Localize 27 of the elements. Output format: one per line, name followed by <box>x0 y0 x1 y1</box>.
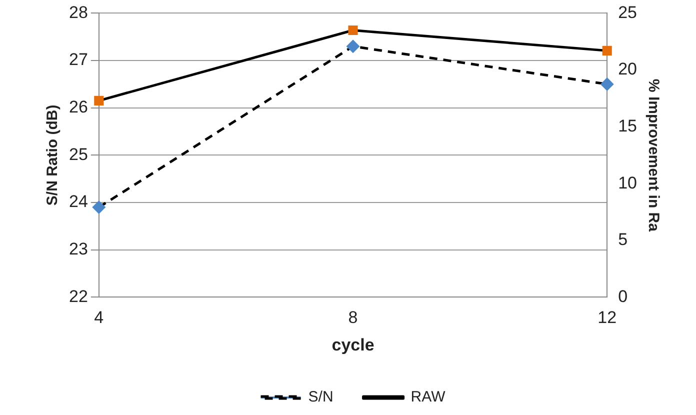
y-tick-label: 24 <box>68 192 88 212</box>
legend-label: RAW <box>410 388 446 406</box>
x-tick-label: 4 <box>94 308 104 328</box>
y-axis-title: S/N Ratio (dB) <box>44 104 62 206</box>
x-tick-label: 8 <box>348 308 358 328</box>
y-tick-label: 23 <box>68 240 88 259</box>
point <box>92 201 106 214</box>
point <box>600 78 614 90</box>
y2-tick-label: 25 <box>618 2 638 22</box>
x-tick-label: 12 <box>598 308 617 328</box>
point <box>346 40 360 53</box>
y-tick-label: 26 <box>68 98 88 117</box>
point <box>348 25 358 36</box>
y2-tick-label: 15 <box>618 116 638 136</box>
legend-label: S/N <box>308 388 334 406</box>
point <box>602 46 612 56</box>
y2-tick-label: 10 <box>618 173 638 192</box>
y2-tick-label: 5 <box>618 230 628 250</box>
x-axis-title: cycle <box>332 335 374 354</box>
y-tick-label: 22 <box>68 286 88 306</box>
y-tick-label: 25 <box>68 144 88 164</box>
y2-tick-label: 20 <box>618 60 638 79</box>
y2-axis-title: % Improvement in Ra <box>644 78 662 232</box>
point <box>94 96 104 106</box>
y2-tick-label: 0 <box>618 286 628 306</box>
y-tick-label: 27 <box>68 50 88 70</box>
y-tick-label: 28 <box>68 2 88 22</box>
